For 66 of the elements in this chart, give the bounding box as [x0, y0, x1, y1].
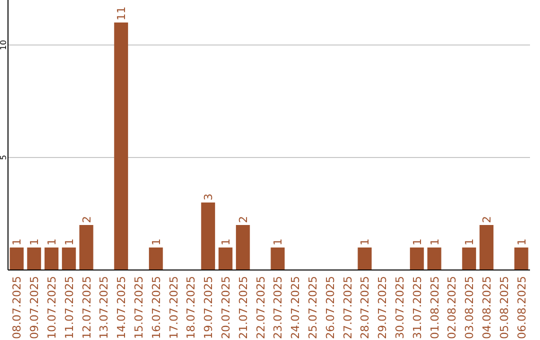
x-tick-label: 01.08.2025 — [428, 276, 442, 339]
x-tick-label: 22.07.2025 — [254, 276, 268, 339]
bar — [218, 248, 232, 270]
bar — [270, 248, 285, 270]
x-tick-label: 15.07.2025 — [132, 276, 146, 339]
bar — [44, 248, 58, 270]
bar — [10, 248, 24, 270]
data-label: 2 — [480, 216, 494, 223]
x-tick-label: 14.07.2025 — [115, 276, 128, 339]
x-tick-label: 04.08.2025 — [480, 276, 494, 339]
x-tick-label: 03.08.2025 — [463, 276, 476, 339]
data-label: 3 — [202, 194, 216, 200]
bar — [62, 248, 76, 270]
x-tick-label: 30.07.2025 — [394, 276, 406, 339]
x-tick-label: 08.07.2025 — [10, 276, 24, 339]
bar — [201, 202, 216, 270]
data-label: 1 — [62, 238, 76, 246]
bar — [79, 225, 94, 270]
y-tick-label: 10 — [0, 40, 8, 50]
x-tick-label: 11.07.2025 — [62, 276, 76, 339]
bar — [148, 248, 163, 270]
x-tick-label: 18.07.2025 — [184, 276, 198, 339]
x-tick-label: 24.07.2025 — [289, 276, 302, 339]
x-tick-label: 12.07.2025 — [80, 276, 94, 339]
data-label: 11 — [115, 6, 128, 20]
x-tick-label: 26.07.2025 — [324, 276, 337, 339]
data-label: 2 — [80, 216, 94, 223]
x-tick-label: 21.07.2025 — [236, 276, 250, 339]
data-label: 1 — [515, 238, 528, 246]
x-tick-label: 17.07.2025 — [167, 276, 180, 339]
data-label: 1 — [428, 238, 442, 246]
data-label: 1 — [463, 238, 476, 246]
x-tick-label: 09.07.2025 — [28, 276, 42, 339]
bar — [27, 248, 42, 270]
bar — [114, 22, 128, 270]
x-tick-label: 10.07.2025 — [46, 276, 58, 339]
x-tick-label: 02.08.2025 — [446, 276, 459, 339]
x-tick-label: 06.08.2025 — [515, 276, 528, 339]
data-label: 1 — [272, 238, 285, 246]
bar — [236, 225, 250, 270]
bar — [410, 248, 424, 270]
x-tick-label: 19.07.2025 — [202, 276, 216, 339]
data-label: 1 — [10, 238, 24, 246]
data-label: 1 — [46, 238, 58, 246]
data-label: 1 — [358, 238, 372, 246]
bar — [358, 248, 372, 270]
data-label: 1 — [410, 238, 424, 246]
x-tick-label: 13.07.2025 — [98, 276, 111, 339]
x-tick-label: 23.07.2025 — [272, 276, 285, 339]
bar — [480, 225, 494, 270]
bar — [514, 248, 528, 270]
x-tick-label: 20.07.2025 — [220, 276, 232, 339]
data-label: 1 — [220, 238, 232, 246]
x-tick-label: 29.07.2025 — [376, 276, 390, 339]
data-label: 1 — [150, 238, 163, 246]
data-label: 1 — [28, 238, 42, 246]
x-tick-label: 31.07.2025 — [410, 276, 424, 339]
bar — [427, 248, 442, 270]
bar — [462, 248, 476, 270]
x-tick-label: 25.07.2025 — [306, 276, 320, 339]
x-tick-label: 05.08.2025 — [498, 276, 511, 339]
x-tick-label: 16.07.2025 — [150, 276, 163, 339]
x-tick-label: 27.07.2025 — [341, 276, 354, 339]
y-tick-label: 5 — [0, 154, 8, 160]
x-tick-label: 28.07.2025 — [358, 276, 372, 339]
data-label: 2 — [236, 216, 250, 223]
